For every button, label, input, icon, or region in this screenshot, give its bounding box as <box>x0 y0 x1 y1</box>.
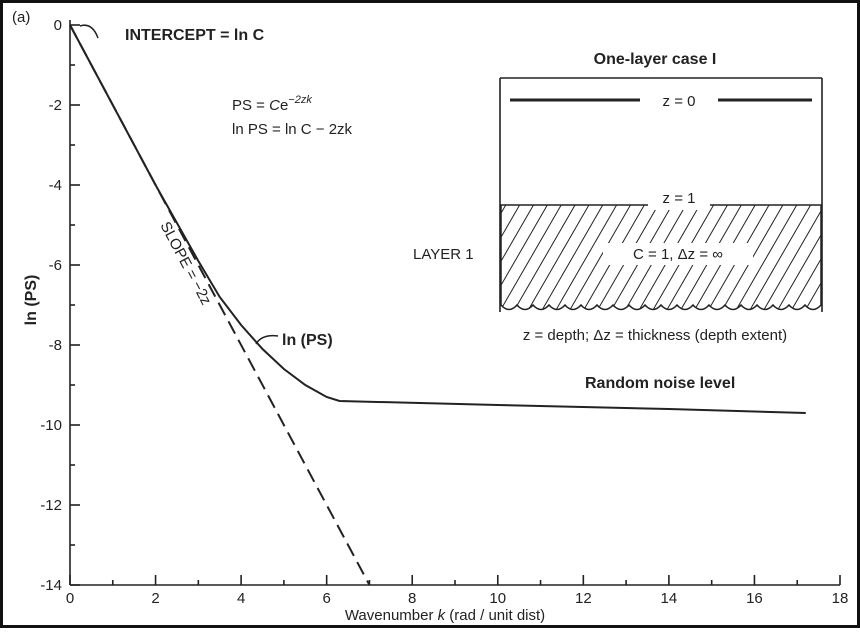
inset-caption: z = depth; Δz = thickness (depth extent) <box>523 327 787 344</box>
x-tick-label: 14 <box>661 590 678 607</box>
y-tick-label: -2 <box>49 97 62 114</box>
x-tick-label: 0 <box>66 590 74 607</box>
layer-props: C = 1, Δz = ∞ <box>633 246 723 263</box>
x-tick-label: 6 <box>322 590 330 607</box>
x-label-part: (rad / unit dist) <box>445 607 545 624</box>
z0-label: z = 0 <box>663 93 696 110</box>
x-axis-label: Wavenumber k (rad / unit dist) <box>345 607 545 624</box>
intercept-arrow <box>79 24 99 39</box>
label-bg <box>648 190 710 210</box>
x-tick-label: 8 <box>408 590 416 607</box>
y-tick-label: -14 <box>40 577 62 594</box>
y-tick-label: -6 <box>49 257 62 274</box>
x-tick-label: 4 <box>237 590 245 607</box>
y-tick-label: -8 <box>49 337 62 354</box>
noise-label: Random noise level <box>585 375 735 392</box>
lnps-formula: ln PS = ln C − 2zk <box>232 121 353 138</box>
y-tick-label: 0 <box>54 17 62 34</box>
ps-exp: −2zk <box>288 94 312 106</box>
x-label-part: Wavenumber <box>345 607 438 624</box>
dashed-line <box>69 24 371 586</box>
y-tick-label: -12 <box>40 497 62 514</box>
ps-base: PS = <box>232 97 269 114</box>
x-label-part: k <box>438 607 447 624</box>
intercept-label: INTERCEPT = ln C <box>125 27 265 44</box>
layer-label: LAYER 1 <box>413 246 474 263</box>
x-tick-label: 16 <box>746 590 763 607</box>
ps-e: e <box>280 97 288 114</box>
inset-title: One-layer case I <box>594 51 717 68</box>
y-tick-label: -10 <box>40 417 62 434</box>
label-bg <box>603 243 753 265</box>
y-tick-label: -4 <box>49 177 62 194</box>
curve-arrow <box>255 334 279 345</box>
panel-label: (a) <box>12 9 30 26</box>
ps-formula: PS = Ce−2zk <box>232 94 312 114</box>
slope-label: SLOPE = −2z <box>156 219 214 308</box>
ps-c: C <box>269 97 280 114</box>
z1-label: z = 1 <box>663 190 696 207</box>
curve-label: ln (PS) <box>282 332 333 349</box>
y-axis-label: ln (PS) <box>23 275 40 326</box>
x-tick-label: 18 <box>832 590 849 607</box>
x-tick-label: 2 <box>151 590 159 607</box>
x-tick-label: 12 <box>575 590 592 607</box>
x-tick-label: 10 <box>489 590 506 607</box>
